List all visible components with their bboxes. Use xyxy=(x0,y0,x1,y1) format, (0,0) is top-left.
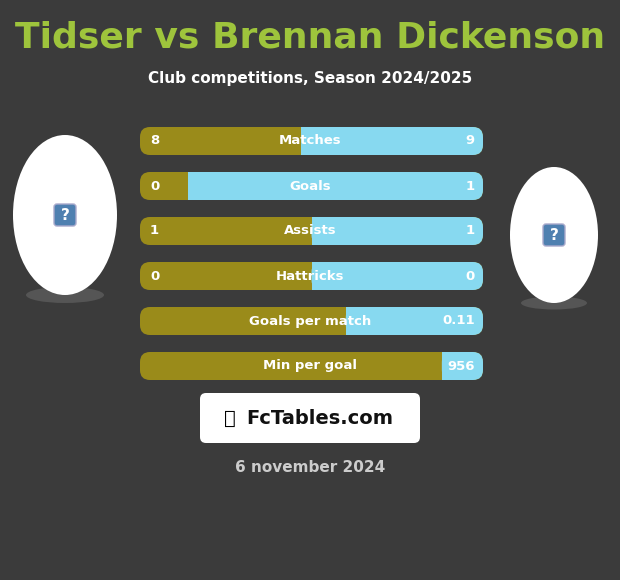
Bar xyxy=(188,172,200,200)
Text: Tidser vs Brennan Dickenson: Tidser vs Brennan Dickenson xyxy=(15,21,605,55)
FancyBboxPatch shape xyxy=(140,127,483,155)
Text: Assists: Assists xyxy=(284,224,336,237)
Bar xyxy=(301,127,313,155)
FancyBboxPatch shape xyxy=(188,172,483,200)
Ellipse shape xyxy=(521,296,587,310)
Text: ?: ? xyxy=(61,208,69,223)
FancyBboxPatch shape xyxy=(301,127,483,155)
FancyBboxPatch shape xyxy=(140,352,483,380)
Text: 8: 8 xyxy=(150,135,159,147)
Text: Matches: Matches xyxy=(278,135,342,147)
FancyBboxPatch shape xyxy=(346,307,483,335)
Text: FcTables.com: FcTables.com xyxy=(247,408,394,427)
Bar xyxy=(442,352,454,380)
FancyBboxPatch shape xyxy=(543,224,565,246)
Text: 1: 1 xyxy=(150,224,159,237)
FancyBboxPatch shape xyxy=(200,393,420,443)
Text: 0: 0 xyxy=(150,270,159,282)
FancyBboxPatch shape xyxy=(442,352,483,380)
FancyBboxPatch shape xyxy=(140,172,483,200)
FancyBboxPatch shape xyxy=(311,217,483,245)
Bar xyxy=(311,217,324,245)
Text: 0: 0 xyxy=(466,270,475,282)
Text: 0.11: 0.11 xyxy=(443,314,475,328)
Bar xyxy=(346,307,358,335)
Text: Goals per match: Goals per match xyxy=(249,314,371,328)
Text: 956: 956 xyxy=(448,360,475,372)
Text: ?: ? xyxy=(549,227,559,242)
Text: Hattricks: Hattricks xyxy=(276,270,344,282)
FancyBboxPatch shape xyxy=(140,262,483,290)
Ellipse shape xyxy=(26,287,104,303)
Ellipse shape xyxy=(510,167,598,303)
FancyBboxPatch shape xyxy=(140,217,483,245)
Ellipse shape xyxy=(13,135,117,295)
Text: Goals: Goals xyxy=(289,179,331,193)
FancyBboxPatch shape xyxy=(54,204,76,226)
FancyBboxPatch shape xyxy=(311,262,483,290)
Bar xyxy=(311,262,324,290)
Text: Min per goal: Min per goal xyxy=(263,360,357,372)
Text: 0: 0 xyxy=(150,179,159,193)
FancyBboxPatch shape xyxy=(140,307,483,335)
Text: 6 november 2024: 6 november 2024 xyxy=(235,461,385,476)
Text: 1: 1 xyxy=(466,224,475,237)
Text: 1: 1 xyxy=(466,179,475,193)
Text: 📊: 📊 xyxy=(224,408,236,427)
Text: Club competitions, Season 2024/2025: Club competitions, Season 2024/2025 xyxy=(148,71,472,85)
Text: 9: 9 xyxy=(466,135,475,147)
